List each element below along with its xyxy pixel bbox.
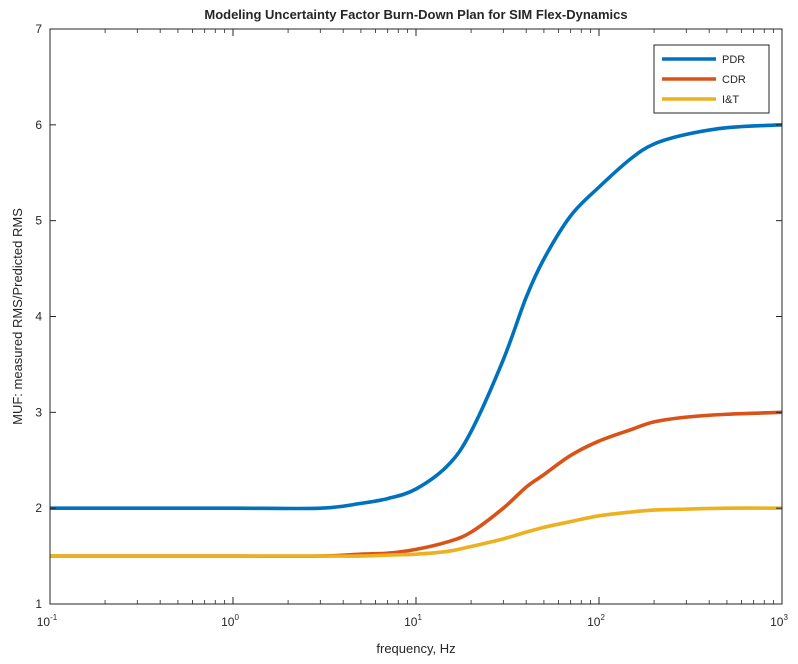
series-line-i-t [50, 506, 783, 558]
x-tick-label: 100 [221, 613, 239, 629]
series-line-pdr [50, 123, 783, 511]
y-tick-label: 1 [35, 597, 42, 611]
legend: PDR CDR I&T [653, 44, 770, 114]
y-tick-label: 7 [35, 22, 42, 36]
x-tick-label: 102 [587, 613, 605, 629]
x-tick-label: 103 [770, 613, 788, 629]
series-layer [50, 123, 783, 559]
axes-layer: 1 2 3 4 5 6 7 10-1 100 101 102 103 [35, 22, 788, 629]
y-tick-label: 5 [35, 214, 42, 228]
x-axis-label: frequency, Hz [376, 641, 455, 656]
x-tick-label: 10-1 [37, 613, 58, 629]
chart-title: Modeling Uncertainty Factor Burn-Down Pl… [204, 7, 627, 22]
legend-label-pdr: PDR [722, 54, 745, 66]
y-tick-label: 4 [35, 310, 42, 324]
y-tick-label: 6 [35, 118, 42, 132]
y-axis-label: MUF: measured RMS/Predicted RMS [10, 208, 25, 425]
legend-label-i-t: I&T [722, 94, 739, 106]
x-tick-label: 101 [404, 613, 422, 629]
y-tick-label: 2 [35, 501, 42, 515]
y-tick-label: 3 [35, 405, 42, 419]
legend-label-cdr: CDR [722, 74, 746, 86]
plot-area [50, 29, 782, 604]
